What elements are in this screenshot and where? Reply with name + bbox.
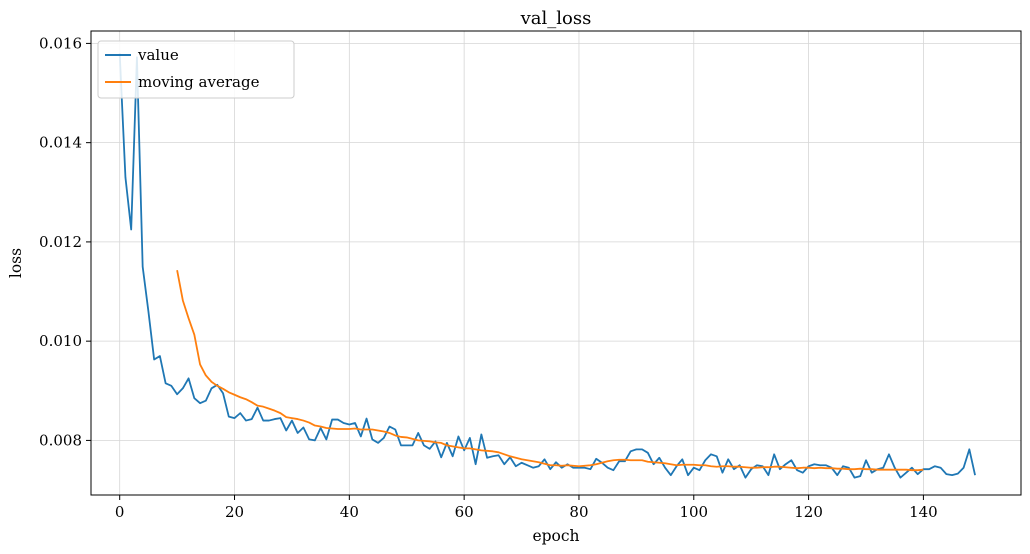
- chart-title: val_loss: [520, 8, 592, 29]
- legend: value moving average: [97, 40, 295, 99]
- x-tick-label: 120: [794, 503, 823, 521]
- y-tick-label: 0.008: [39, 431, 82, 449]
- x-tick-label: 20: [225, 503, 244, 521]
- y-tick-label: 0.014: [39, 134, 82, 152]
- axis-ticks: 0 20 40 60 80 100 120 140 0.008 0.010 0.012 0.014 0.…: [39, 34, 938, 521]
- legend-label-value: value: [137, 46, 179, 64]
- y-tick-label: 0.010: [39, 332, 82, 350]
- plot-frame: [90, 30, 1022, 496]
- x-tick-label: 40: [340, 503, 359, 521]
- y-tick-label: 0.016: [39, 34, 82, 52]
- y-axis-title: loss: [7, 248, 25, 278]
- x-tick-label: 80: [569, 503, 588, 521]
- grid-lines: [91, 31, 1021, 495]
- x-tick-label: 0: [115, 503, 125, 521]
- x-axis-title: epoch: [532, 527, 579, 545]
- legend-label-moving-average: moving average: [138, 73, 260, 91]
- x-tick-label: 60: [455, 503, 474, 521]
- y-tick-label: 0.012: [39, 233, 82, 251]
- x-tick-label: 140: [909, 503, 938, 521]
- series-lines: [118, 53, 976, 479]
- x-tick-label: 100: [679, 503, 708, 521]
- legend-box: [97, 40, 295, 99]
- series-line-moving-average: [176, 270, 924, 472]
